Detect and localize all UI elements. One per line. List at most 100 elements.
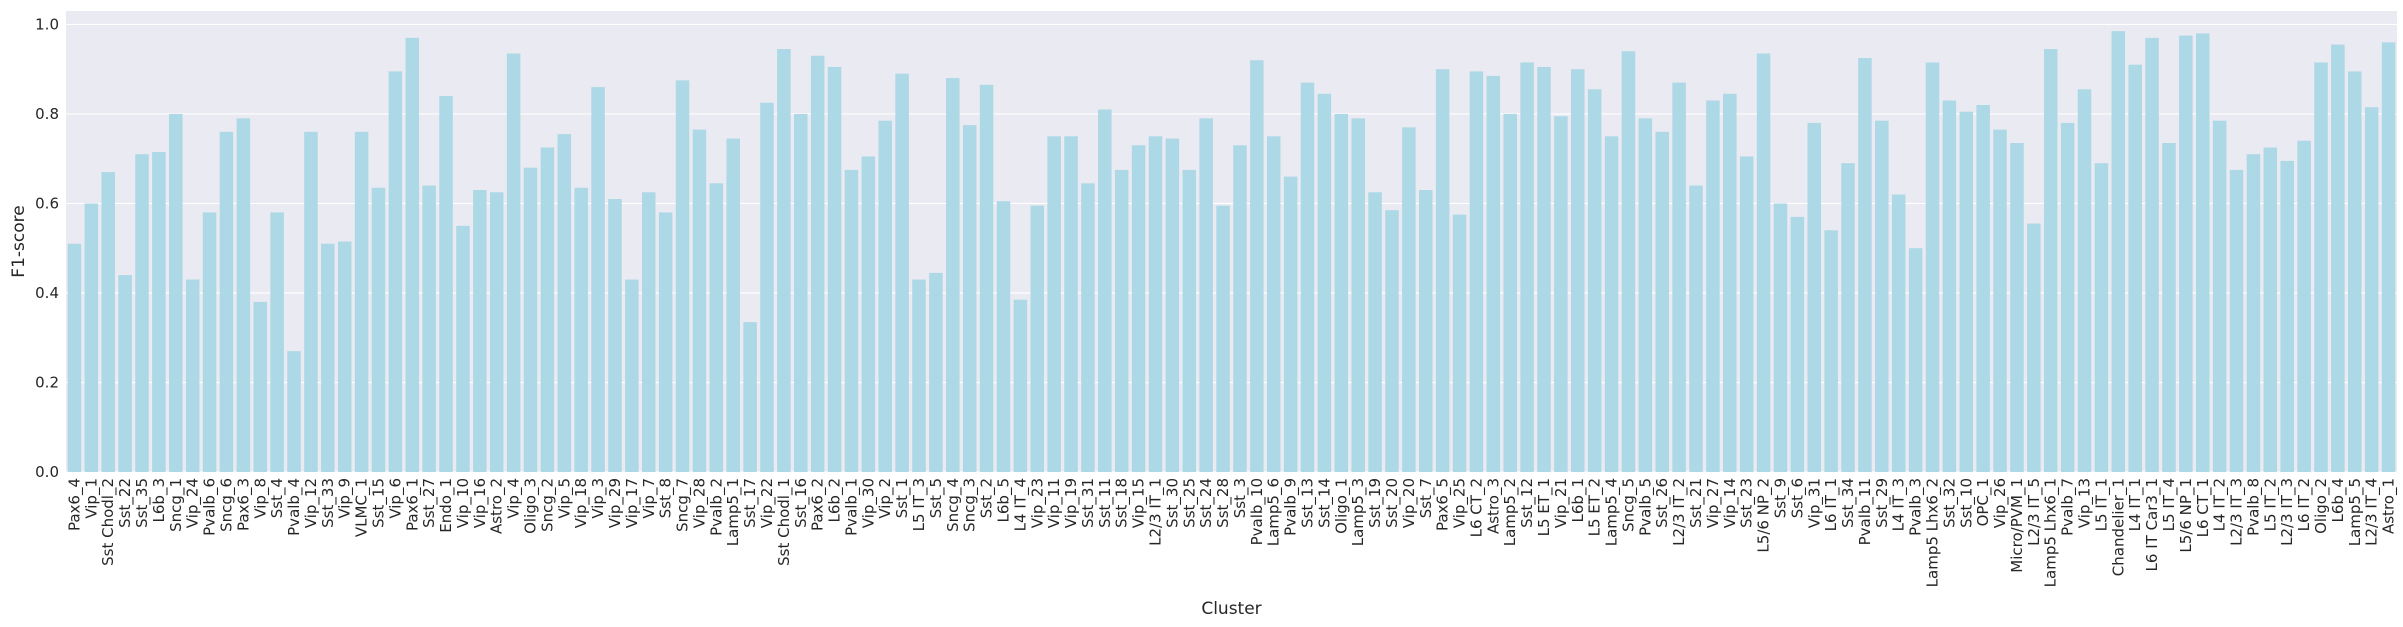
x-tick-label: Vip_18 xyxy=(572,478,591,528)
bar xyxy=(962,125,977,472)
bar xyxy=(1385,210,1399,472)
x-tick-label: Sst_2 xyxy=(978,478,997,518)
x-tick-label: Lamp5 Lhx6_1 xyxy=(2042,478,2061,587)
bar xyxy=(2060,122,2075,473)
x-tick-label: Sst_3 xyxy=(1231,478,1250,518)
bar xyxy=(743,322,757,472)
bar xyxy=(439,96,453,473)
x-tick-label: L2/3 IT_1 xyxy=(1146,478,1165,546)
x-tick-label: Sst_20 xyxy=(1383,478,1402,528)
bar xyxy=(810,55,825,472)
bar xyxy=(1604,136,1619,473)
bar xyxy=(641,192,656,473)
bar xyxy=(321,243,335,472)
bar xyxy=(929,272,943,472)
bar xyxy=(1114,169,1129,472)
x-tick-label: L2/3 IT_3 xyxy=(2278,478,2297,546)
x-tick-label: Lamp5 Lhx6_2 xyxy=(1923,478,1942,587)
x-tick-label: L5/6 NP_1 xyxy=(2177,478,2196,553)
bar xyxy=(2043,49,2058,472)
x-tick-label: Lamp5_4 xyxy=(1603,478,1622,546)
bar xyxy=(2280,160,2294,472)
bar xyxy=(2314,62,2328,472)
x-tick-label: Sst_35 xyxy=(133,478,152,528)
x-tick-label: Vip_14 xyxy=(1721,478,1740,528)
x-tick-label: Sst_22 xyxy=(116,478,135,528)
x-tick-label: Sst_29 xyxy=(1873,478,1892,528)
bar xyxy=(287,351,301,472)
bar xyxy=(2331,44,2345,472)
bar xyxy=(1030,205,1045,473)
x-tick-label: Vip_15 xyxy=(1130,478,1149,528)
x-tick-label: L6 CT_2 xyxy=(1467,478,1486,537)
x-tick-label: Sst_34 xyxy=(1839,478,1858,528)
x-tick-label: L5 ET_2 xyxy=(1586,478,1605,536)
x-tick-label: Pvalb_2 xyxy=(707,478,726,536)
x-tick-label: Sst_21 xyxy=(1687,478,1706,528)
y-tick-label: 0.4 xyxy=(35,284,59,302)
bar xyxy=(794,113,808,473)
bar xyxy=(878,120,892,473)
bar xyxy=(1148,136,1163,473)
x-tick-label: L4 IT_1 xyxy=(2126,478,2145,531)
x-tick-label: Oligo_1 xyxy=(1332,478,1351,534)
bar xyxy=(1300,82,1315,473)
bar xyxy=(236,118,251,472)
x-tick-label: Vip_29 xyxy=(606,478,625,528)
bar xyxy=(675,80,690,473)
x-tick-label: Vip_3 xyxy=(589,478,608,519)
bar xyxy=(1182,169,1197,472)
bar xyxy=(2364,107,2379,473)
x-tick-label: L4 IT_4 xyxy=(1011,478,1030,531)
x-tick-label: L6b_4 xyxy=(2329,478,2348,522)
x-tick-label: Pvalb_9 xyxy=(1282,478,1301,536)
x-tick-label: Lamp5_3 xyxy=(1349,478,1368,546)
bar xyxy=(1013,299,1028,472)
bar xyxy=(152,151,166,472)
bar xyxy=(1959,111,1974,472)
bar xyxy=(1942,100,1957,473)
x-tick-label: Sst_25 xyxy=(1180,478,1199,528)
bar xyxy=(2027,223,2041,472)
bar xyxy=(84,203,99,473)
bar xyxy=(1655,131,1669,472)
x-tick-label: Pvalb_5 xyxy=(1636,478,1655,536)
x-tick-label: Vip_17 xyxy=(623,478,642,528)
bar xyxy=(1976,104,1990,472)
bar xyxy=(1047,136,1061,473)
bar xyxy=(506,53,521,473)
bar xyxy=(979,84,994,472)
x-tick-label: Pax6_5 xyxy=(1434,478,1453,531)
y-tick-label: 0.8 xyxy=(35,105,59,123)
bar xyxy=(388,71,403,472)
bar xyxy=(67,243,82,472)
bar xyxy=(1925,62,1940,472)
x-tick-label: Vip_9 xyxy=(336,478,355,519)
x-tick-label: Vip_8 xyxy=(251,478,270,519)
bar xyxy=(1402,127,1416,473)
y-tick-label: 0.2 xyxy=(35,373,59,391)
x-tick-label: Sst_26 xyxy=(1653,478,1672,528)
x-tick-label: L4 IT_3 xyxy=(1890,478,1909,531)
bar xyxy=(1773,203,1788,473)
bar xyxy=(1621,51,1636,472)
x-tick-label: Sst_5 xyxy=(927,478,946,518)
x-tick-label: Pax6_4 xyxy=(65,478,84,531)
x-tick-label: Sst_30 xyxy=(1163,478,1182,528)
x-tick-label: Chandelier_1 xyxy=(2109,478,2128,576)
bar xyxy=(1469,71,1484,472)
x-tick-label: Pvalb_1 xyxy=(842,478,861,536)
gridlines xyxy=(66,23,2397,473)
x-tick-label: L6b_1 xyxy=(1569,478,1588,522)
y-axis-label: F1-score xyxy=(9,205,29,277)
bar xyxy=(2297,140,2311,472)
bar xyxy=(523,167,538,472)
bar xyxy=(253,301,268,472)
bar xyxy=(1756,53,1771,473)
x-tick-label: Sncg_2 xyxy=(538,478,557,532)
x-tick-label: L2/3 IT_3 xyxy=(2228,478,2247,546)
bar xyxy=(1131,145,1146,472)
bar xyxy=(1587,89,1602,472)
bar xyxy=(1098,109,1112,473)
x-tick-label: Lamp5_5 xyxy=(2346,478,2365,546)
